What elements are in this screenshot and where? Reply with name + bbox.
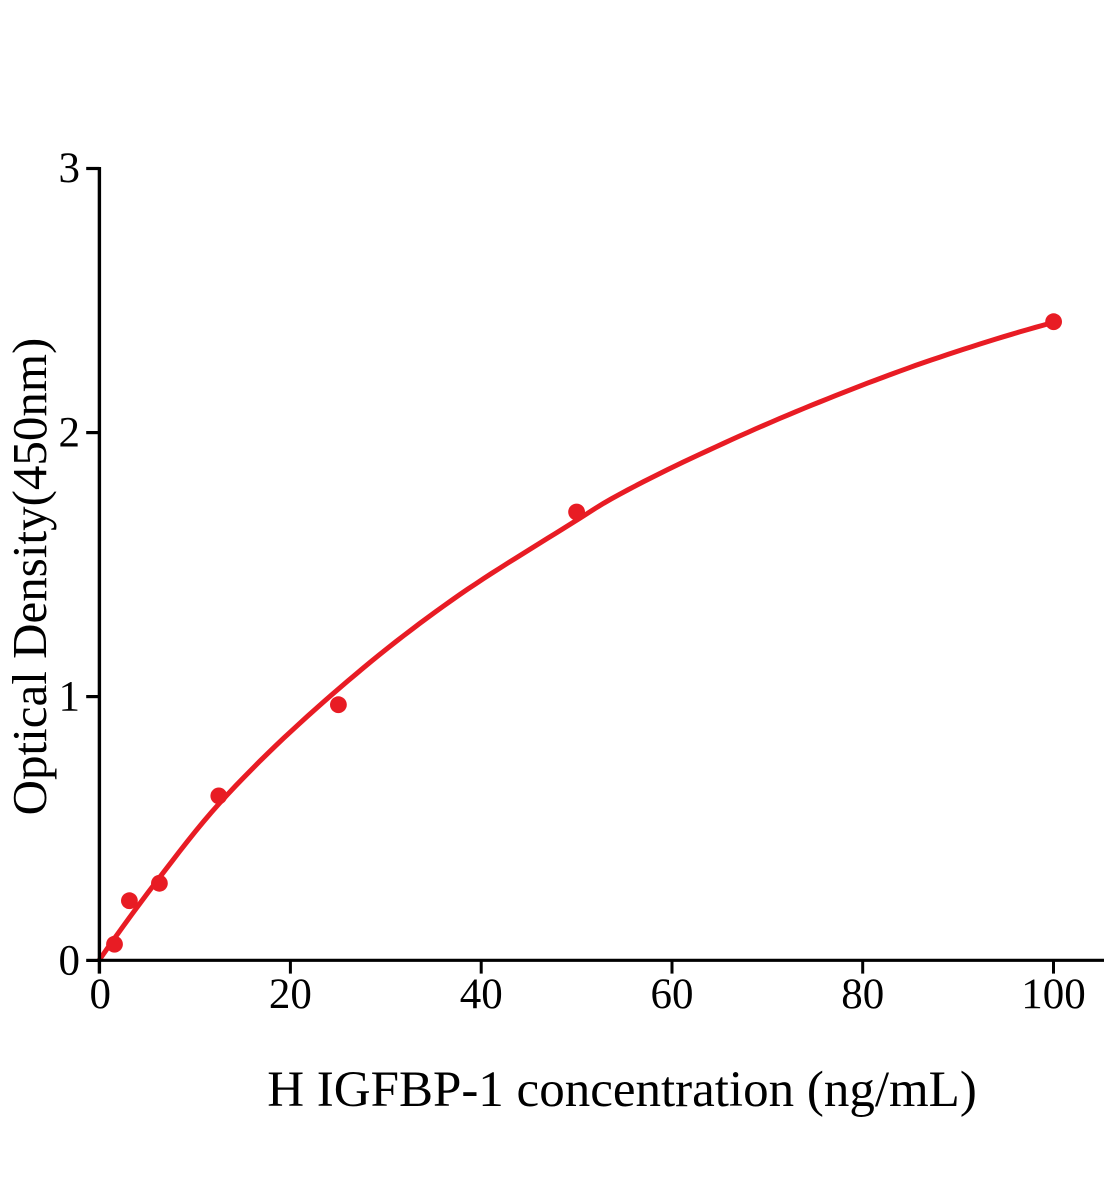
svg-text:40: 40 <box>460 971 503 1018</box>
svg-text:H IGFBP-1 concentration (ng/mL: H IGFBP-1 concentration (ng/mL) <box>267 1062 977 1118</box>
svg-text:0: 0 <box>59 937 81 984</box>
svg-text:100: 100 <box>1021 971 1086 1018</box>
svg-text:Optical Density(450nm): Optical Density(450nm) <box>2 338 57 816</box>
svg-text:1: 1 <box>59 673 81 720</box>
svg-text:2: 2 <box>59 409 81 456</box>
svg-text:20: 20 <box>269 971 312 1018</box>
svg-text:60: 60 <box>651 971 694 1018</box>
svg-text:3: 3 <box>59 145 81 192</box>
svg-text:0: 0 <box>90 971 112 1018</box>
svg-text:80: 80 <box>841 971 884 1018</box>
